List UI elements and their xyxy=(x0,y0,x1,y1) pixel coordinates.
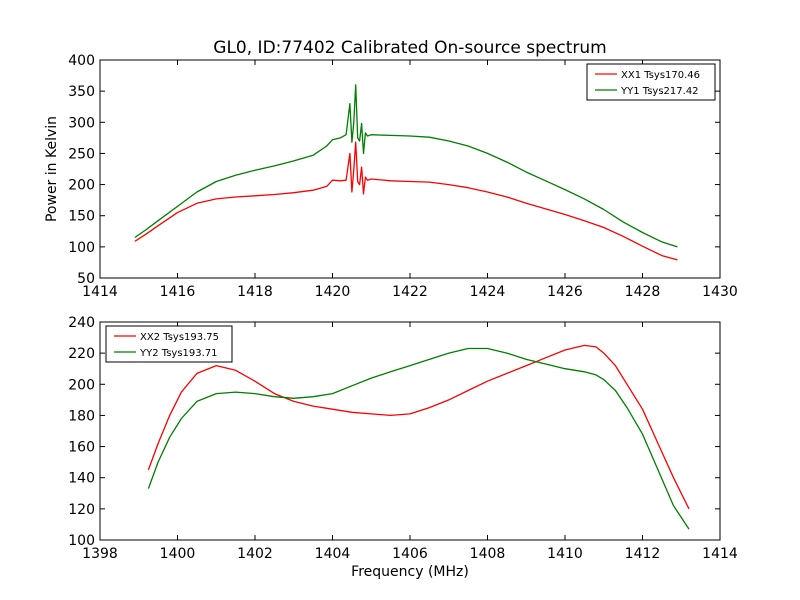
top-legend-label: XX1 Tsys170.46 xyxy=(621,70,700,81)
bottom-x-tick-label: 1414 xyxy=(702,546,738,562)
bottom-plot-area xyxy=(147,344,690,530)
top-x-tick-label: 1428 xyxy=(625,284,661,300)
top-y-tick-label: 150 xyxy=(68,209,95,225)
bottom-legend-label: YY2 Tsys193.71 xyxy=(139,348,218,359)
top-plot-area xyxy=(134,84,678,261)
top-legend-label: YY1 Tsys217.42 xyxy=(620,86,699,97)
top-legend-box xyxy=(586,63,716,101)
top-y-tick-label: 400 xyxy=(68,53,95,69)
top-x-tick-label: 1418 xyxy=(237,284,273,300)
top-y-tick-label: 100 xyxy=(68,240,95,256)
bottom-x-axis-label: Frequency (MHz) xyxy=(351,564,469,580)
bottom-y-tick-label: 140 xyxy=(68,471,95,487)
bottom-series-xx2-line xyxy=(147,344,690,510)
bottom-y-tick-label: 120 xyxy=(68,502,95,518)
top-legend: XX1 Tsys170.46 YY1 Tsys217.42 xyxy=(586,63,716,101)
bottom-y-tick-label: 100 xyxy=(68,533,95,549)
top-x-tick-label: 1424 xyxy=(470,284,506,300)
top-y-tick-label: 300 xyxy=(68,115,95,131)
bottom-x-tick-label: 1412 xyxy=(625,546,661,562)
bottom-y-tick-label: 200 xyxy=(68,377,95,393)
figure-title: GL0, ID:77402 Calibrated On-source spect… xyxy=(213,38,606,58)
bottom-legend-box xyxy=(105,325,233,363)
bottom-y-tick-label: 220 xyxy=(68,346,95,362)
top-x-tick-label: 1426 xyxy=(547,284,583,300)
top-y-tick-label: 250 xyxy=(68,146,95,162)
bottom-x-tick-label: 1410 xyxy=(547,546,583,562)
bottom-x-tick-label: 1402 xyxy=(237,546,273,562)
top-y-axis-label: Power in Kelvin xyxy=(44,116,60,222)
bottom-panel: 1398 1400 1402 1404 1406 1408 1410 1412 1414 100 1… xyxy=(68,315,738,580)
top-x-tick-label: 1422 xyxy=(392,284,428,300)
bottom-y-tick-label: 160 xyxy=(68,440,95,456)
bottom-y-tick-label: 180 xyxy=(68,408,95,424)
top-series-yy1-line xyxy=(134,84,678,248)
bottom-x-tick-label: 1408 xyxy=(470,546,506,562)
top-y-tick-label: 200 xyxy=(68,178,95,194)
bottom-series-yy2-line xyxy=(147,347,690,530)
top-x-tick-label: 1416 xyxy=(160,284,196,300)
bottom-x-tick-label: 1400 xyxy=(160,546,196,562)
top-x-tick-label: 1420 xyxy=(315,284,351,300)
bottom-legend: XX2 Tsys193.75 YY2 Tsys193.71 xyxy=(105,325,233,363)
top-x-tick-label: 1430 xyxy=(702,284,738,300)
top-y-tick-label: 350 xyxy=(68,84,95,100)
top-y-tick-label: 50 xyxy=(77,271,95,287)
bottom-x-tick-label: 1404 xyxy=(315,546,351,562)
top-panel: 1414 1416 1418 1420 1422 1424 1426 1428 1430 50 10… xyxy=(44,53,738,300)
top-series-xx1-line xyxy=(134,141,678,261)
top-x-tick-label: 1414 xyxy=(82,284,118,300)
bottom-x-tick-label: 1398 xyxy=(82,546,118,562)
bottom-legend-label: XX2 Tsys193.75 xyxy=(140,332,219,343)
bottom-x-tick-label: 1406 xyxy=(392,546,428,562)
bottom-y-tick-label: 240 xyxy=(68,315,95,331)
